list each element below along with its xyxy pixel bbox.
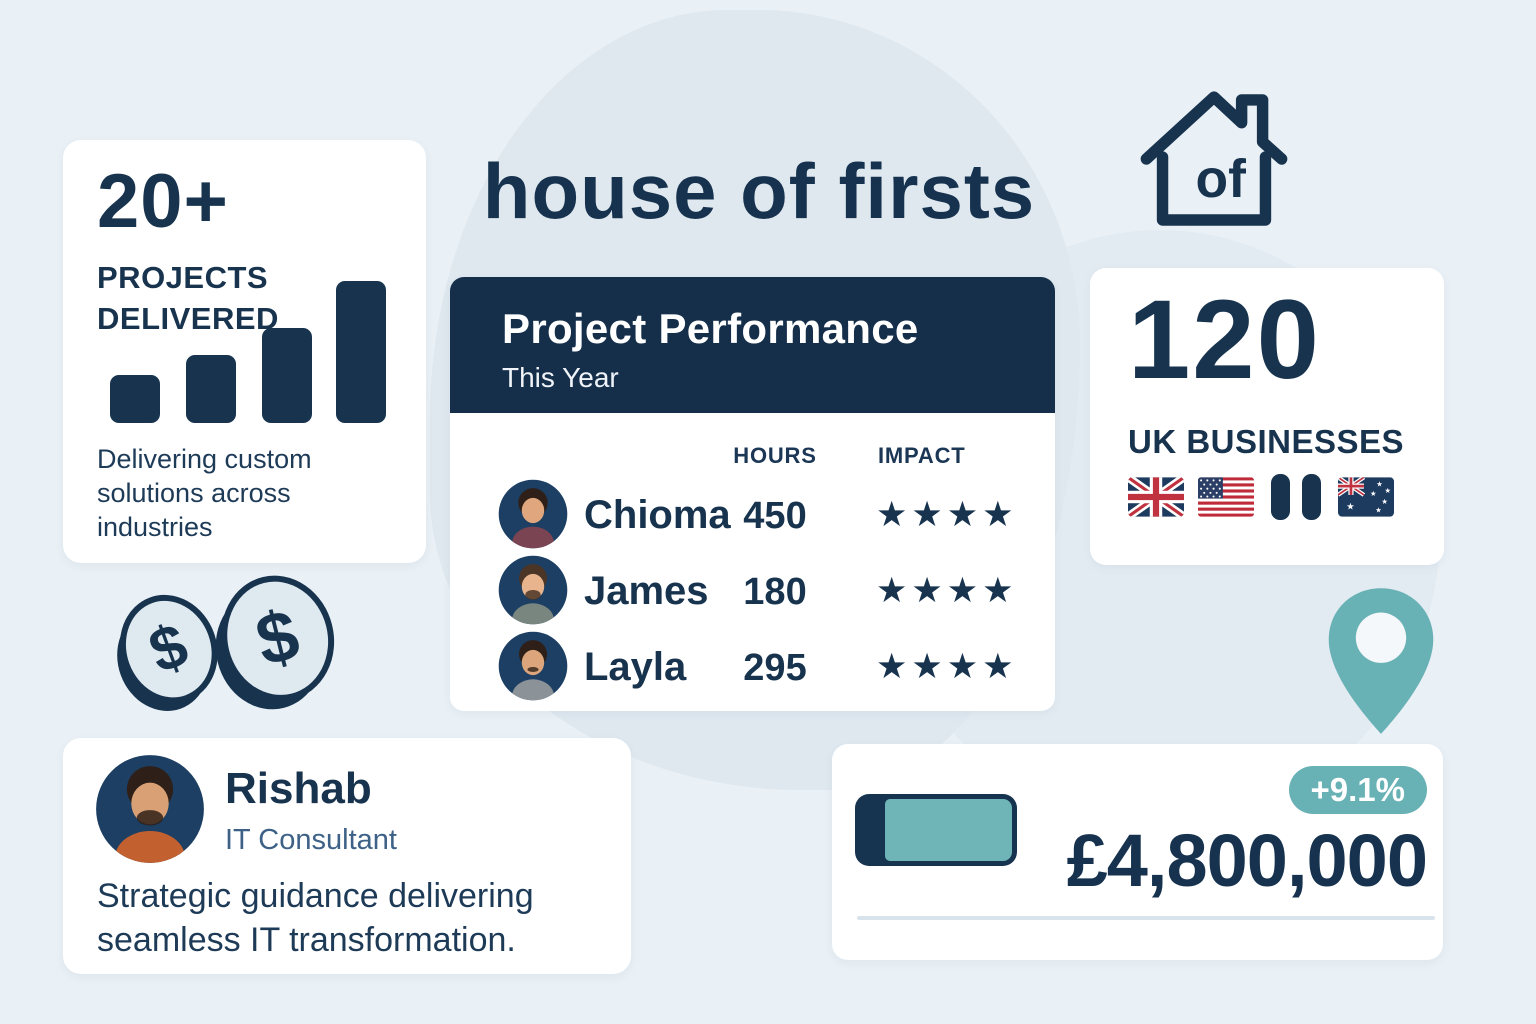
svg-text:★: ★ (1385, 486, 1392, 495)
performance-subtitle: This Year (502, 362, 619, 393)
column-header-hours: HOURS (733, 443, 817, 468)
projects-heading-line2: DELIVERED (97, 300, 279, 336)
consultant-role: IT Consultant (225, 824, 397, 856)
member-hours: 450 (743, 495, 807, 537)
projects-count: 20+ (97, 159, 229, 244)
projects-heading: PROJECTS DELIVERED (97, 258, 279, 340)
avatar-chioma (498, 479, 568, 549)
svg-text:★: ★ (1370, 489, 1377, 498)
svg-text:★: ★ (1376, 480, 1383, 489)
member-name: James (584, 569, 709, 613)
uk-businesses-count: 120 (1128, 277, 1321, 402)
uk-flag-icon (1128, 477, 1184, 517)
bars-flag-icon (1271, 474, 1321, 520)
house-icon: of (1133, 84, 1295, 234)
progress-bar (855, 794, 1017, 866)
house-icon-label: of (1195, 150, 1246, 209)
projects-heading-line1: PROJECTS (97, 260, 269, 295)
svg-text:★: ★ (1375, 506, 1382, 515)
australia-flag-icon: ★ ★★ ★★ ★ (1338, 477, 1394, 517)
performance-title: Project Performance (502, 305, 919, 352)
us-flag-icon (1198, 477, 1254, 517)
page-title: house of firsts (482, 147, 1036, 235)
member-name: Layla (584, 645, 687, 689)
avatar-rishab (95, 754, 205, 864)
column-header-impact: IMPACT (878, 443, 966, 468)
uk-businesses-label: UK BUSINESSES (1128, 423, 1405, 460)
performance-header: Project Performance This Year (450, 277, 1055, 413)
revenue-amount: £4,800,000 (1066, 819, 1428, 902)
progress-bar-fill (885, 799, 1012, 861)
uk-businesses-card: 120 UK BUSINESSES (1090, 268, 1444, 565)
impact-stars: ★★★★ (876, 571, 1018, 610)
underline-rule (857, 916, 1435, 920)
projects-delivered-card: 20+ PROJECTS DELIVERED Delivering custom… (63, 140, 426, 563)
project-performance-card: Project Performance This Year HOURS IMPA… (450, 277, 1055, 711)
table-row: James 180 ★★★★ (450, 551, 1055, 629)
table-row: Layla 295 ★★★★ (450, 627, 1055, 705)
growth-bar-icon-1 (110, 375, 160, 423)
svg-text:★: ★ (1381, 497, 1388, 506)
growth-bar-icon-3 (262, 328, 312, 423)
growth-bar-icon-2 (186, 355, 236, 423)
growth-badge: +9.1% (1288, 766, 1427, 814)
member-name: Chioma (584, 493, 731, 537)
consultant-description: Strategic guidance delivering seamless I… (97, 877, 534, 960)
impact-stars: ★★★★ (876, 495, 1018, 534)
avatar-layla (498, 631, 568, 701)
location-pin-icon (1325, 586, 1437, 738)
member-hours: 180 (743, 571, 807, 613)
flags-row: ★ ★ ★ ★ ★ ★ (1128, 474, 1394, 520)
consultant-card: Rishab IT Consultant Strategic guidance … (63, 738, 631, 974)
consultant-name: Rishab (225, 764, 372, 813)
revenue-card: +9.1% £4,800,000 (832, 744, 1443, 960)
member-hours: 295 (743, 647, 807, 689)
dollar-coins-icon: $ $ (95, 568, 355, 723)
growth-bar-icon-4 (336, 281, 386, 423)
table-row: Chioma 450 ★★★★ (450, 475, 1055, 553)
impact-stars: ★★★★ (876, 647, 1018, 686)
svg-text:★: ★ (1346, 501, 1354, 511)
avatar-james (498, 555, 568, 625)
projects-description: Delivering custom solutions across indus… (97, 444, 312, 543)
